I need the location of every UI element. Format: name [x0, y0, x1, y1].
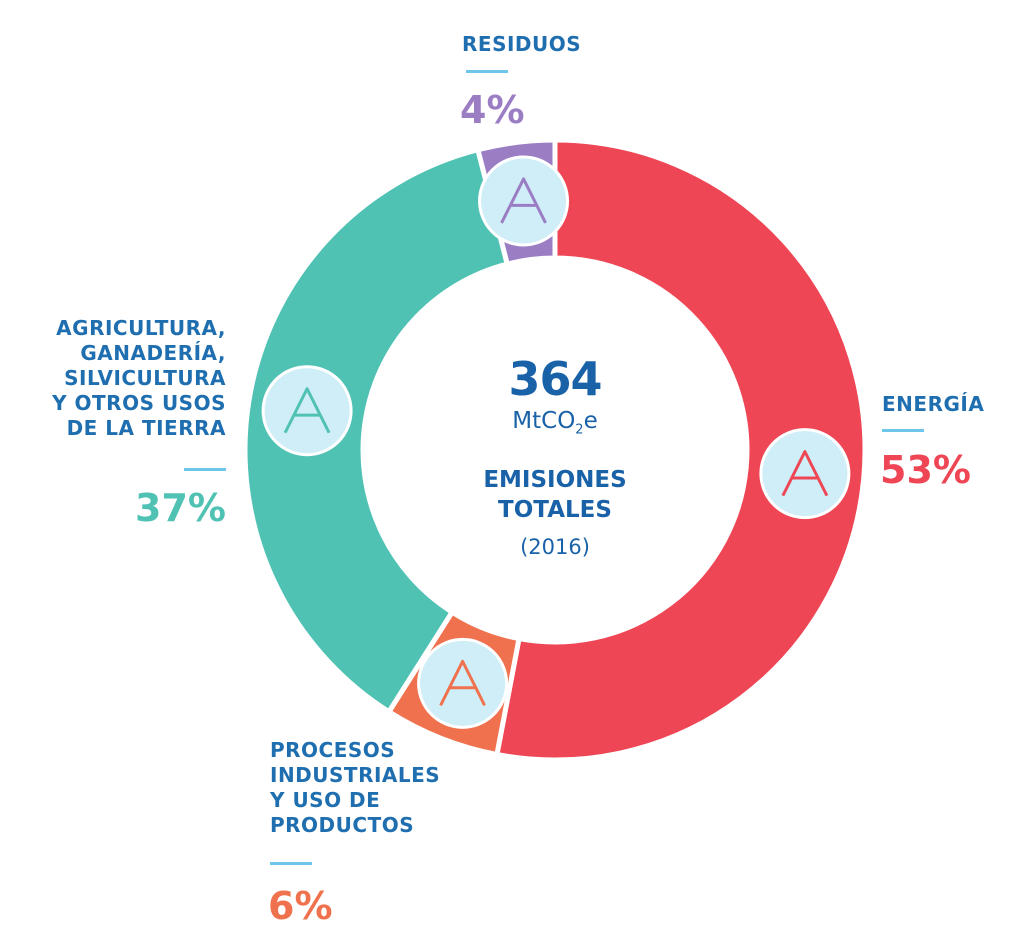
- label-divider: [270, 862, 312, 865]
- label-divider: [882, 429, 924, 432]
- total-value: 364: [508, 352, 602, 406]
- slice-value-procesos: 6%: [268, 884, 333, 928]
- cow-tree-icon: [261, 365, 353, 457]
- slice-label-residuos: RESIDUOS: [462, 32, 582, 56]
- slice-energia: [493, 137, 868, 763]
- label-divider: [184, 468, 226, 471]
- slice-label-procesos: PROCESOS INDUSTRIALES Y USO DE PRODUCTOS: [270, 738, 441, 837]
- slice-label-agricultura: AGRICULTURA, GANADERÍA, SILVICULTURA Y O…: [52, 316, 226, 440]
- center-year: (2016): [520, 535, 590, 559]
- total-unit: MtCO2e: [512, 408, 598, 438]
- slice-value-energia: 53%: [880, 448, 971, 492]
- slice-agricultura: [242, 146, 511, 716]
- slice-value-agricultura: 37%: [135, 486, 226, 530]
- slice-value-residuos: 4%: [460, 88, 525, 132]
- label-divider: [466, 70, 508, 73]
- trash-bags-icon: [478, 155, 570, 247]
- slice-label-energia: ENERGÍA: [882, 392, 985, 416]
- center-title: EMISIONES TOTALES: [483, 467, 627, 523]
- oil-tower-icon: [759, 428, 851, 520]
- factory-icon: [417, 637, 509, 729]
